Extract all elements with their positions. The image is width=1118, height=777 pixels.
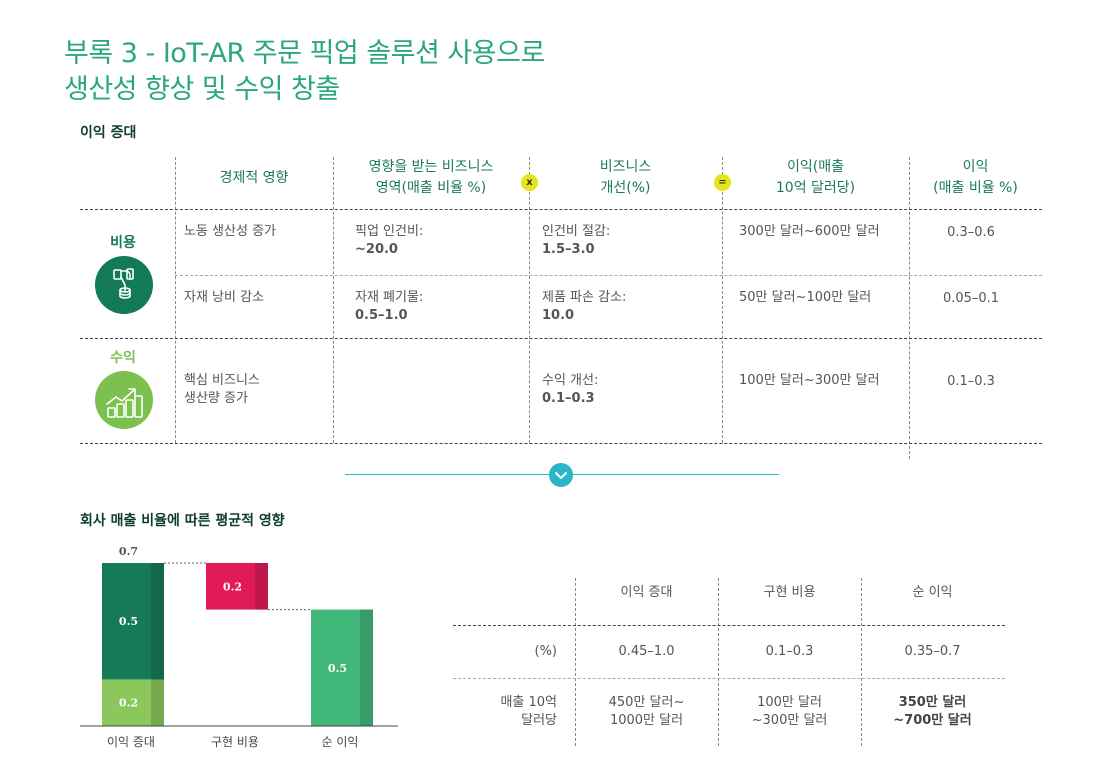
header-business-improvement: 비즈니스 개선(%): [529, 157, 722, 199]
summary-header-profit-increase: 이익 증대: [620, 585, 673, 600]
row1-profit-per-billion: 300만 달러~600만 달러: [739, 224, 880, 239]
row3-impact-line1: 핵심 비즈니스: [184, 373, 260, 388]
summary-row1-implementation-cost: 0.1–0.3: [765, 644, 814, 659]
page-title-line2: 생산성 향상 및 수익 창출: [64, 74, 340, 105]
summary-header-net-profit: 순 이익: [912, 585, 953, 600]
row3-improvement-value: 0.1–0.3: [542, 391, 595, 406]
multiply-icon: x: [521, 174, 538, 191]
x-tick-label: 순 이익: [322, 735, 359, 749]
row2-area-value: 0.5–1.0: [355, 308, 408, 323]
row-divider: [175, 275, 1042, 276]
header-business-improvement-line1: 비즈니스: [599, 159, 652, 175]
header-profit-per-billion-line2: 10억 달러당): [775, 180, 856, 196]
summary-column-divider: [718, 578, 719, 746]
header-affected-area-line2: 영역(매출 비율 %): [375, 180, 487, 196]
waterfall-chart: 0.2 0.5 0.2 0.5 0.7 이익 증대 구현 비용 순 이익: [80, 545, 398, 749]
row3-profit-percent: 0.1–0.3: [947, 374, 995, 389]
bar-net-profit-value: 0.5: [328, 662, 347, 675]
summary-column-divider: [575, 578, 576, 746]
summary-row1-label: (%): [534, 644, 558, 659]
summary-header-implementation-cost: 구현 비용: [763, 585, 816, 600]
chart-section-title: 회사 매출 비율에 따른 평균적 영향: [80, 513, 285, 529]
row1-impact: 노동 생산성 증가: [184, 224, 276, 239]
chevron-down-icon[interactable]: [549, 463, 573, 487]
row1-profit-percent: 0.3–0.6: [947, 225, 995, 240]
row3-profit-per-billion: 100만 달러~300만 달러: [739, 373, 880, 388]
row2-improvement-label: 제품 파손 감소:: [542, 290, 627, 305]
column-divider: [909, 157, 910, 459]
row3-improvement-label: 수익 개선:: [542, 373, 599, 388]
summary-row2-label: 매출 10억 달러당: [453, 694, 557, 730]
bar-implementation-cost-value: 0.2: [223, 580, 242, 593]
row2-improvement: 제품 파손 감소: 10.0: [542, 289, 626, 325]
page-title-line1: 부록 3 - IoT-AR 주문 픽업 솔루션 사용으로: [64, 38, 545, 69]
summary-row2-label-line2: 달러당: [521, 713, 557, 728]
column-divider: [529, 157, 530, 443]
header-business-improvement-line2: 개선(%): [600, 180, 651, 196]
x-tick-label: 이익 증대: [107, 735, 155, 749]
summary-row2-profit-increase-line1: 450만 달러~: [608, 695, 685, 710]
summary-row2-net-profit-line1: 350만 달러: [898, 695, 967, 710]
row2-area-label: 자재 폐기물:: [355, 290, 424, 305]
column-divider: [333, 157, 334, 443]
summary-row-divider: [453, 678, 1005, 679]
summary-row2-profit-increase: 450만 달러~ 1000만 달러: [575, 694, 718, 730]
summary-row2-implementation-cost-line1: 100만 달러: [757, 695, 822, 710]
bar-profit-increase-lower-shade: [151, 679, 164, 726]
header-affected-area: 영향을 받는 비즈니스 영역(매출 비율 %): [333, 157, 529, 199]
bar-net-profit-shade: [360, 609, 373, 726]
column-divider: [722, 157, 723, 443]
header-profit-per-billion: 이익(매출 10억 달러당): [722, 157, 909, 199]
summary-row2-label-line1: 매출 10억: [500, 695, 557, 710]
bar-profit-increase-lower-value: 0.2: [119, 697, 138, 710]
row1-improvement: 인건비 절감: 1.5–3.0: [542, 223, 610, 259]
row2-profit-percent: 0.05–0.1: [942, 291, 1000, 306]
summary-row2-profit-increase-line2: 1000만 달러: [609, 713, 684, 728]
equals-icon: =: [714, 174, 731, 191]
table-bottom-border: [80, 443, 1042, 444]
header-profit-percent-line1: 이익: [962, 159, 989, 175]
row3-impact: 핵심 비즈니스 생산량 증가: [184, 372, 260, 408]
summary-row2-implementation-cost: 100만 달러 ~300만 달러: [718, 694, 861, 730]
bar-implementation-cost-shade: [255, 563, 268, 610]
summary-row1-net-profit: 0.35–0.7: [904, 644, 961, 659]
row1-improvement-label: 인건비 절감:: [542, 224, 611, 239]
hand-coin-icon: [95, 256, 153, 314]
row3-improvement: 수익 개선: 0.1–0.3: [542, 372, 598, 408]
header-profit-percent: 이익 (매출 비율 %): [909, 157, 1042, 199]
profit-section-title: 이익 증대: [80, 125, 137, 141]
summary-row1-profit-increase: 0.45–1.0: [618, 644, 675, 659]
category-cost-label: 비용: [110, 235, 136, 251]
summary-row2-net-profit-line2: ~700만 달러: [893, 713, 972, 728]
header-affected-area-line1: 영향을 받는 비즈니스: [368, 159, 494, 175]
page-title: 부록 3 - IoT-AR 주문 픽업 솔루션 사용으로 생산성 향상 및 수익…: [64, 36, 545, 108]
category-divider: [80, 338, 1042, 339]
row2-profit-per-billion: 50만 달러~100만 달러: [739, 290, 872, 305]
summary-column-divider: [861, 578, 862, 746]
header-divider: [80, 209, 1042, 210]
row2-improvement-value: 10.0: [542, 308, 575, 323]
coins-growth-icon: [95, 371, 153, 429]
row1-improvement-value: 1.5–3.0: [542, 242, 595, 257]
row1-area-label: 픽업 인건비:: [355, 224, 424, 239]
bar-profit-increase-upper-shade: [151, 563, 164, 680]
row3-impact-line2: 생산량 증가: [184, 391, 248, 406]
row1-area-value: ~20.0: [355, 242, 398, 257]
row2-impact: 자재 낭비 감소: [184, 290, 265, 305]
category-revenue-label: 수익: [110, 350, 136, 366]
header-economic-impact: 경제적 영향: [219, 170, 289, 186]
header-profit-percent-line2: (매출 비율 %): [933, 180, 1018, 196]
total-label: 0.7: [119, 545, 138, 558]
row1-area: 픽업 인건비: ~20.0: [355, 223, 423, 259]
column-divider: [175, 157, 176, 443]
row2-area: 자재 폐기물: 0.5–1.0: [355, 289, 423, 325]
summary-header-divider: [453, 625, 1005, 626]
x-tick-label: 구현 비용: [211, 735, 259, 749]
summary-row2-net-profit: 350만 달러 ~700만 달러: [861, 694, 1004, 730]
summary-row2-implementation-cost-line2: ~300만 달러: [751, 713, 828, 728]
bar-profit-increase-upper-value: 0.5: [119, 615, 138, 628]
header-profit-per-billion-line1: 이익(매출: [787, 159, 844, 175]
